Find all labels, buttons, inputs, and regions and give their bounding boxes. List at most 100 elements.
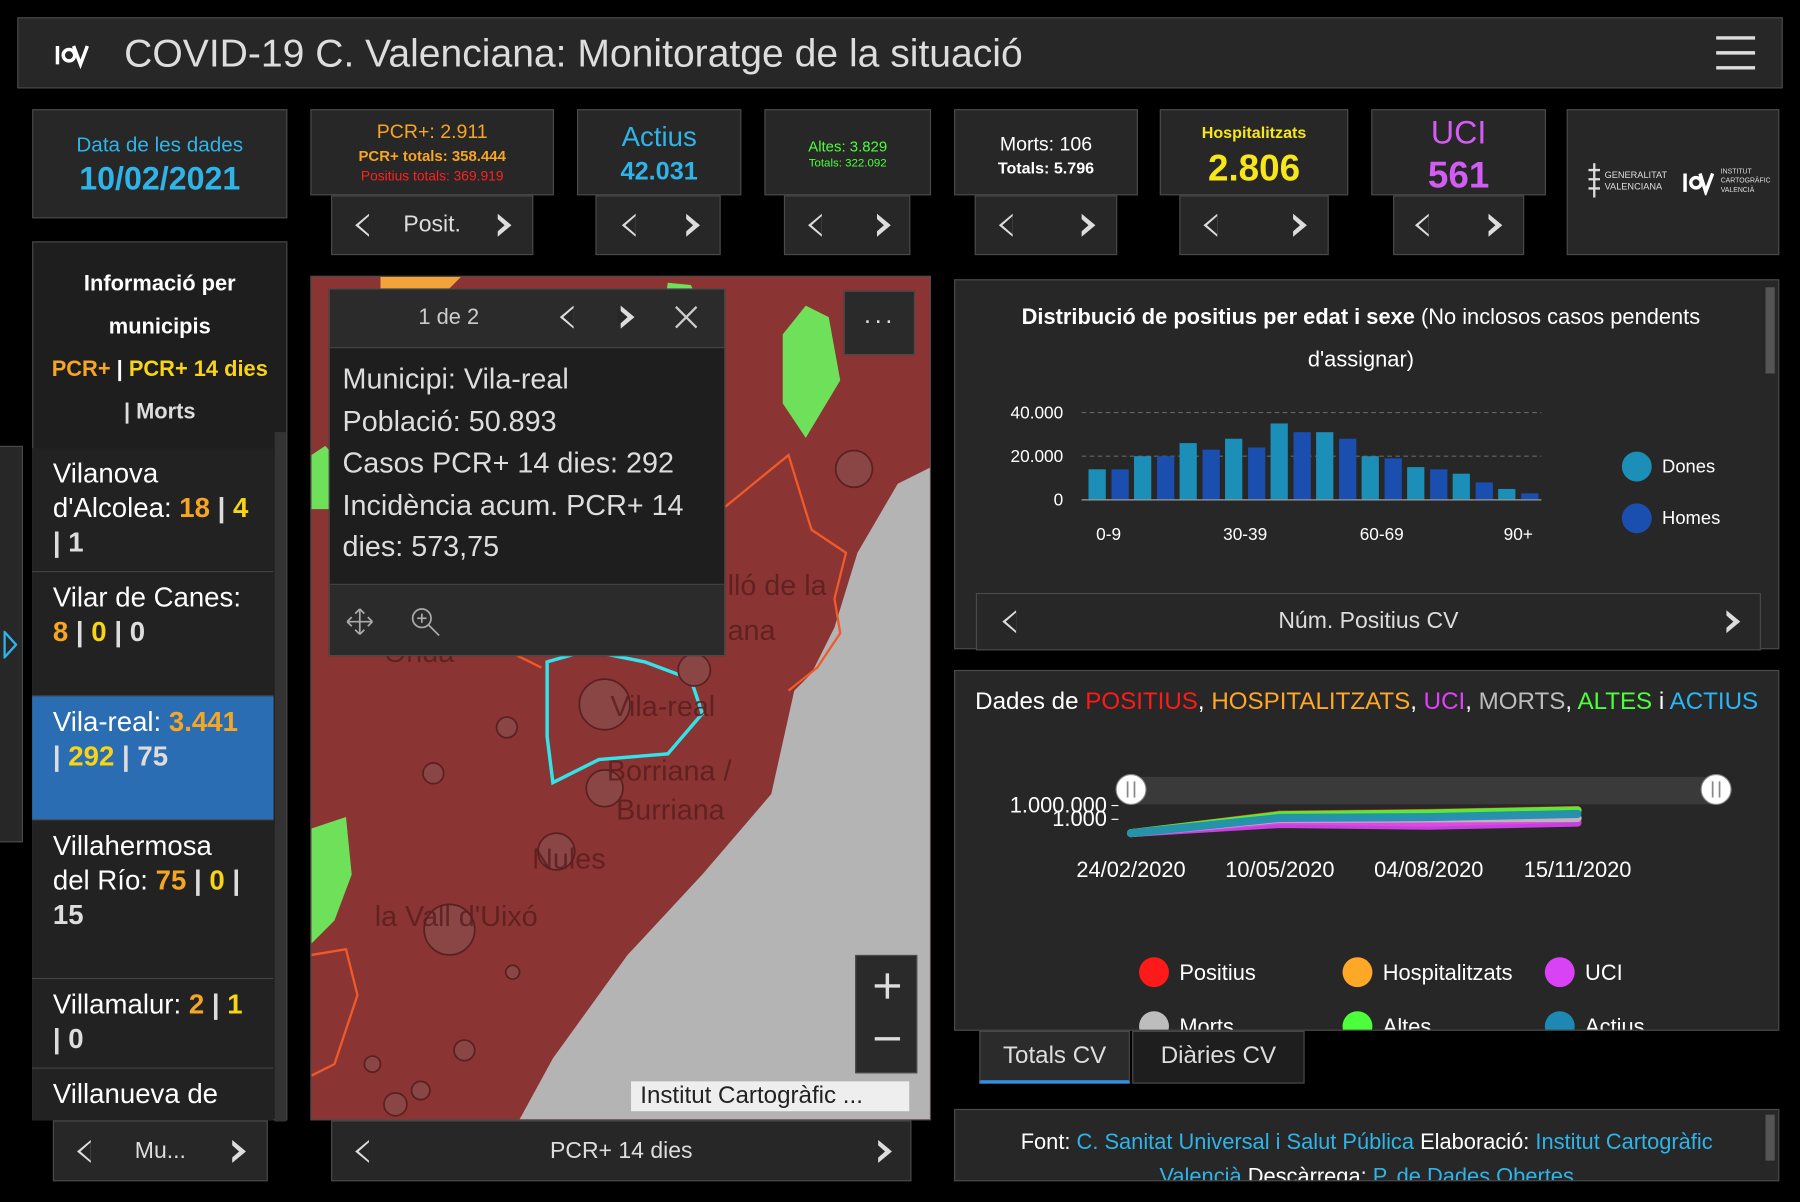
title: COVID-19 C. Valenciana: Monitoratge de l… xyxy=(124,32,1023,76)
next-button[interactable] xyxy=(494,213,512,237)
list-item[interactable]: Villamalur: 2 | 1 | 0 xyxy=(32,979,274,1069)
bar xyxy=(1111,469,1129,500)
prev-button[interactable] xyxy=(998,213,1013,237)
prev-button[interactable] xyxy=(808,213,822,237)
list-item[interactable]: Vilanova d'Alcolea: 18 | 4 | 1 xyxy=(32,448,274,573)
next-button[interactable] xyxy=(682,213,701,237)
footer: Font: C. Sanitat Universal i Salut Públi… xyxy=(954,1108,1780,1182)
next-button[interactable] xyxy=(1485,213,1503,237)
title-part: i xyxy=(1652,688,1670,715)
title-line: municipis xyxy=(108,314,211,339)
y-tick-label: 1.000.000 xyxy=(1010,792,1107,817)
next-button[interactable] xyxy=(1078,213,1096,237)
prev-button[interactable] xyxy=(559,305,574,329)
legend-label: Homes xyxy=(1662,507,1720,528)
marker xyxy=(677,652,712,687)
title-part: UCI xyxy=(1423,688,1466,715)
item-pcr14: 0 xyxy=(91,617,107,649)
footer-link[interactable]: P. de Dades Obertes xyxy=(1372,1165,1574,1182)
legend-label: Actius xyxy=(1585,1014,1645,1031)
prev-button[interactable] xyxy=(355,1139,369,1163)
item-name: Villahermosa del Río: xyxy=(52,830,212,897)
title-part: ALTES xyxy=(1577,688,1653,715)
footer-link[interactable]: C. Sanitat Universal i Salut Pública xyxy=(1076,1130,1415,1155)
item-morts: 15 xyxy=(52,899,84,931)
y-tick-label: 40.000 xyxy=(1011,402,1064,422)
prev-button[interactable] xyxy=(77,1139,91,1163)
marker xyxy=(578,678,631,731)
slider-handle[interactable] xyxy=(1700,773,1732,805)
attribution: Institut Cartogràfic ... xyxy=(631,1081,910,1112)
marker xyxy=(834,449,874,489)
next-button[interactable] xyxy=(1289,213,1307,237)
zoom-out[interactable] xyxy=(874,1025,902,1053)
next-button[interactable] xyxy=(1722,610,1741,634)
x-tick-label: 10/05/2020 xyxy=(1225,857,1334,882)
bar xyxy=(1384,458,1402,500)
x-tick-label: 04/08/2020 xyxy=(1374,857,1483,882)
prev-button[interactable] xyxy=(621,213,636,237)
next-button[interactable] xyxy=(617,305,635,329)
zoom-to-button[interactable] xyxy=(410,607,440,637)
bar xyxy=(1361,456,1379,500)
scrollbar[interactable] xyxy=(1765,287,1775,374)
list-item[interactable]: Vilar de Canes: 8 | 0 | 0 xyxy=(32,572,274,697)
legend-label: Dones xyxy=(1662,455,1715,476)
legend-label: Altes xyxy=(1383,1014,1432,1031)
logo-text: INSTITUT xyxy=(1720,168,1752,176)
header: COVID-19 C. Valenciana: Monitoratge de l… xyxy=(17,17,1783,89)
bar xyxy=(1270,423,1288,500)
age-chart: 0 20.000 40.000 0-9 30-39 60-69 90+ Dones Homes xyxy=(1011,402,1721,544)
title-line: Informació per xyxy=(83,272,236,297)
place-label: Burriana xyxy=(616,794,725,826)
legend-swatch xyxy=(1544,957,1575,988)
separator: | xyxy=(211,989,220,1021)
legend-swatch xyxy=(1139,1011,1169,1030)
morts-nav xyxy=(974,195,1118,256)
list-item[interactable]: Villanueva de xyxy=(32,1068,274,1121)
bar xyxy=(1179,443,1197,500)
next-button[interactable] xyxy=(873,213,891,237)
scrollbar[interactable] xyxy=(1765,1114,1775,1161)
separator: | xyxy=(217,492,226,525)
menu-button[interactable] xyxy=(1716,34,1756,71)
footer-link[interactable]: Institut Cartogràfic Valencià xyxy=(1159,1130,1713,1182)
more-button[interactable]: ··· xyxy=(843,290,915,356)
green-area xyxy=(782,305,841,438)
bar xyxy=(1248,447,1266,500)
separator: | xyxy=(52,1023,61,1055)
morts-card: Morts: 106 Totals: 5.796 xyxy=(954,109,1138,196)
slider-handle[interactable] xyxy=(1115,773,1147,805)
scrollbar[interactable] xyxy=(274,432,287,1122)
next-button[interactable] xyxy=(228,1139,246,1163)
title-part: HOSPITALITZATS xyxy=(1211,688,1411,715)
bar xyxy=(1088,469,1106,500)
tab[interactable]: Diàries CV xyxy=(1132,1030,1305,1084)
place-label: ana xyxy=(728,615,776,647)
tab[interactable]: Totals CV xyxy=(979,1030,1130,1084)
prev-button[interactable] xyxy=(1002,610,1017,634)
y-tick-label: 1.000 xyxy=(1052,806,1107,831)
footer-label: Descàrrega: xyxy=(1247,1165,1367,1182)
legend-swatch xyxy=(1544,1011,1575,1030)
popup-line: Incidència acum. PCR+ 14 dies: 573,75 xyxy=(342,489,684,564)
zoom-controls xyxy=(855,954,918,1074)
close-button[interactable] xyxy=(675,306,698,329)
x-tick-label: 60-69 xyxy=(1360,524,1404,544)
date-card: Data de les dades 10/02/2021 xyxy=(32,109,288,219)
side-toggle[interactable] xyxy=(0,445,23,843)
list-item[interactable]: Villahermosa del Río: 75 | 0 | 15 xyxy=(32,820,274,980)
prev-button[interactable] xyxy=(1414,213,1429,237)
prev-button[interactable] xyxy=(355,213,369,237)
x-tick-label: 24/02/2020 xyxy=(1076,857,1185,882)
pan-button[interactable] xyxy=(346,608,374,636)
footer-text: Font: C. Sanitat Universal i Salut Públi… xyxy=(978,1126,1755,1182)
logo-text: CARTOGRÀFIC xyxy=(1720,178,1771,186)
legend-label: Morts xyxy=(1179,1014,1234,1031)
next-button[interactable] xyxy=(874,1139,892,1163)
zoom-in[interactable] xyxy=(874,972,902,1000)
item-pcr14: 292 xyxy=(68,741,115,773)
list-item[interactable]: Vila-real: 3.441 | 292 | 75 xyxy=(32,696,274,821)
prev-button[interactable] xyxy=(1203,213,1218,237)
